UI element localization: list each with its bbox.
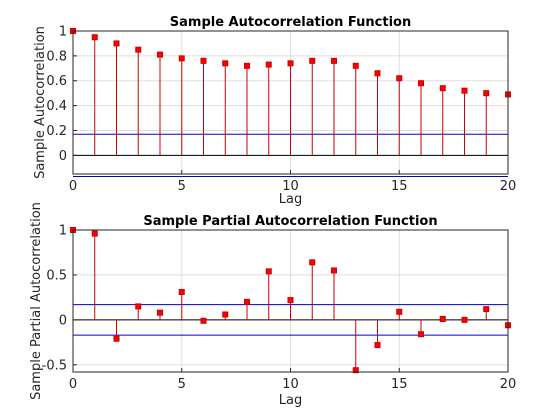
acf-ytick-label-4: 0.8 xyxy=(46,49,67,64)
acf-marker-17 xyxy=(439,85,446,92)
pacf-ytick-label-1: 0 xyxy=(59,313,67,328)
acf-marker-3 xyxy=(135,46,142,53)
pacf-marker-17 xyxy=(439,315,446,322)
pacf-ylabel: Sample Partial Autocorrelation xyxy=(29,202,44,400)
pacf-xlabel: Lag xyxy=(279,393,302,408)
acf-title: Sample Autocorrelation Function xyxy=(170,15,411,30)
pacf-ytick-label-3: 1 xyxy=(59,224,67,239)
pacf-marker-19 xyxy=(483,306,490,313)
pacf-xtick-label-0: 0 xyxy=(69,377,77,392)
acf-marker-15 xyxy=(396,75,403,82)
acf-marker-16 xyxy=(418,80,424,87)
acf-marker-6 xyxy=(200,57,207,64)
acf-marker-10 xyxy=(287,60,294,67)
pacf-marker-12 xyxy=(331,267,337,274)
pacf-marker-11 xyxy=(309,259,316,266)
pacf-ytick-label-0: -0.5 xyxy=(42,358,67,373)
pacf-xtick-label-10: 10 xyxy=(282,377,299,392)
acf-xtick-label-0: 0 xyxy=(69,179,77,194)
acf-marker-11 xyxy=(309,57,316,64)
pacf-marker-6 xyxy=(200,317,207,324)
acf-marker-4 xyxy=(157,51,163,58)
pacf-marker-10 xyxy=(287,297,294,304)
pacf-marker-3 xyxy=(135,303,142,310)
pacf-marker-9 xyxy=(265,268,272,275)
acf-xlabel: Lag xyxy=(279,192,302,207)
acf-ytick-label-0: 0 xyxy=(59,149,67,164)
pacf-marker-1 xyxy=(91,230,98,237)
acf-ytick-label-3: 0.6 xyxy=(46,74,67,89)
acf-marker-19 xyxy=(483,90,490,97)
acf-marker-12 xyxy=(331,57,337,64)
acf-ytick-label-1: 0.2 xyxy=(46,124,67,139)
acf-marker-5 xyxy=(178,55,185,62)
pacf-marker-18 xyxy=(461,316,468,323)
pacf-marker-16 xyxy=(418,331,424,338)
pacf-marker-2 xyxy=(113,335,120,342)
pacf-xtick-label-5: 5 xyxy=(178,377,186,392)
acf-xtick-label-10: 10 xyxy=(282,179,299,194)
acf-ytick-label-2: 0.4 xyxy=(46,99,67,114)
acf-xtick-label-20: 20 xyxy=(500,179,517,194)
pacf-marker-14 xyxy=(374,342,381,349)
acf-marker-13 xyxy=(352,62,359,69)
pacf-marker-4 xyxy=(157,309,163,316)
acf-ylabel: Sample Autocorrelation xyxy=(33,26,48,179)
acf-marker-9 xyxy=(265,61,272,68)
acf-marker-7 xyxy=(222,60,229,67)
acf-xtick-label-5: 5 xyxy=(178,179,186,194)
pacf-marker-7 xyxy=(222,311,229,318)
acf-marker-1 xyxy=(91,34,98,41)
pacf-ytick-label-2: 0.5 xyxy=(46,268,67,283)
pacf-xtick-label-20: 20 xyxy=(500,377,517,392)
acf-marker-18 xyxy=(461,87,468,94)
pacf-marker-8 xyxy=(244,298,250,305)
acf-panel: 0 5 10 15 20 0 0.2 0.4 0.6 0.8 1 Sample Autocorrela… xyxy=(33,15,516,207)
pacf-marker-15 xyxy=(396,308,403,315)
acf-marker-14 xyxy=(374,70,381,77)
pacf-marker-5 xyxy=(178,289,185,296)
acf-marker-8 xyxy=(244,62,250,69)
pacf-marker-13 xyxy=(352,367,359,374)
pacf-title: Sample Partial Autocorrelation Function xyxy=(143,214,437,229)
acf-xtick-label-15: 15 xyxy=(391,179,408,194)
pacf-xtick-label-15: 15 xyxy=(391,377,408,392)
acf-marker-2 xyxy=(113,40,120,47)
acf-ytick-label-5: 1 xyxy=(59,25,67,40)
